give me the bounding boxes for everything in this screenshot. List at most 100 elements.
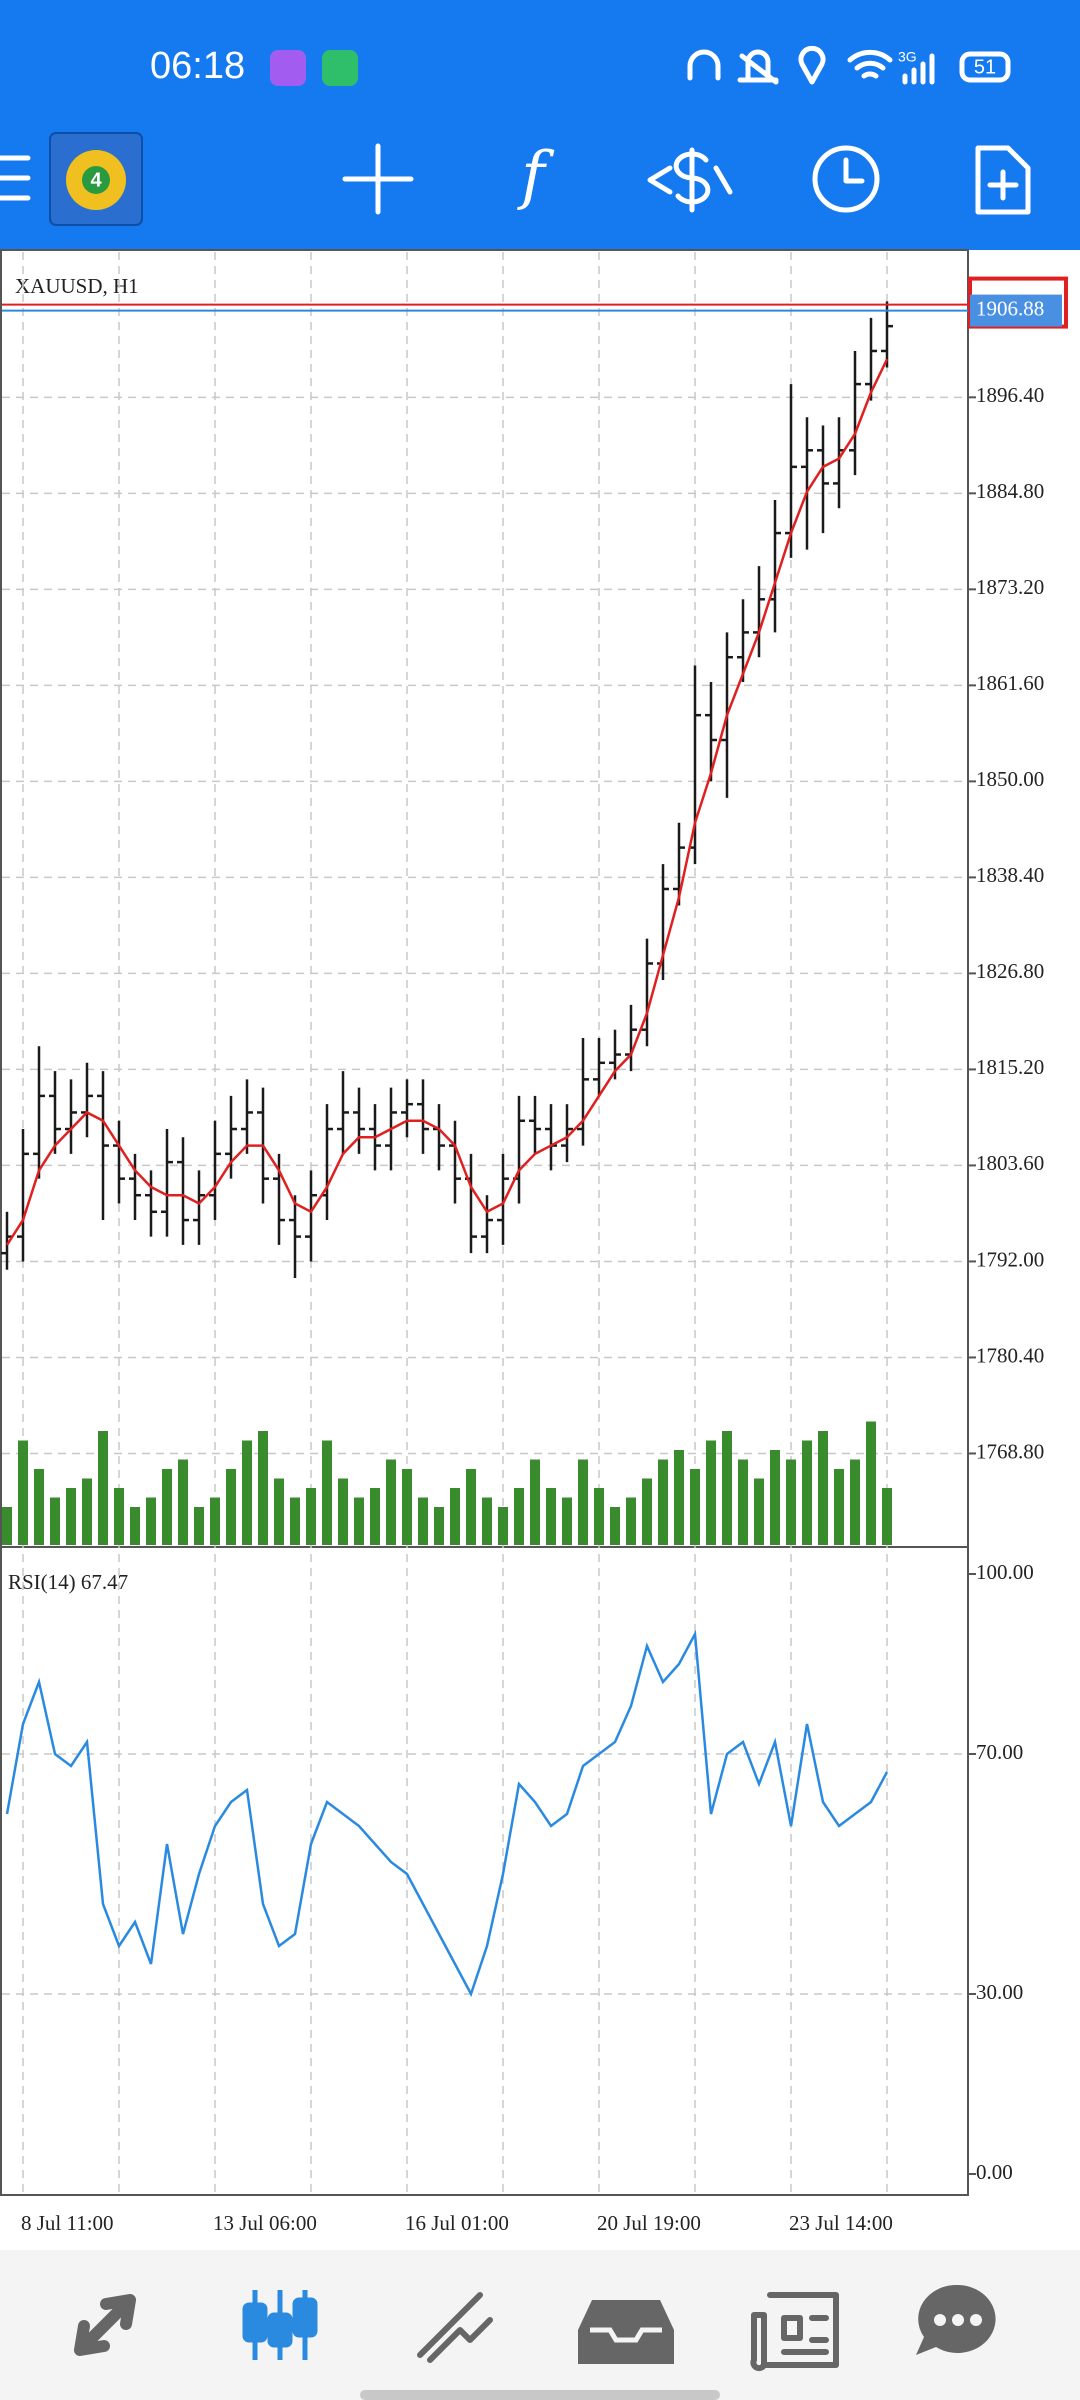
volume-bar (818, 1431, 828, 1545)
app-logo[interactable]: 4 (49, 132, 143, 226)
volume-bar (418, 1497, 428, 1545)
volume-bar (34, 1469, 44, 1545)
crosshair-button[interactable] (342, 143, 414, 215)
home-indicator (360, 2390, 720, 2400)
volume-bar (850, 1459, 860, 1545)
volume-bar (674, 1450, 684, 1545)
status-icons (687, 45, 1011, 85)
volume-bar (802, 1440, 812, 1545)
app-header (0, 0, 1080, 250)
moving-average (5, 358, 889, 1246)
volume-bar (754, 1478, 764, 1545)
volume-bar (98, 1431, 108, 1545)
price-box (970, 294, 1062, 327)
svg-text:4: 4 (90, 169, 102, 191)
status-app-icon (322, 50, 358, 86)
volume-bar (18, 1440, 28, 1545)
y-tick-label: 1780.40 (976, 1343, 1044, 1367)
volume-bar (450, 1488, 460, 1545)
menu-button[interactable] (0, 155, 31, 201)
y-tick-label: 1873.20 (976, 575, 1044, 599)
volume-bar (50, 1497, 60, 1545)
x-tick-label: 8 Jul 11:00 (21, 2211, 114, 2235)
status-network: 3G (898, 49, 917, 65)
volume-bar (66, 1488, 76, 1545)
y-tick-label: 1861.60 (976, 671, 1044, 695)
y-tick-label: 1838.40 (976, 863, 1044, 887)
rsi-line (5, 1629, 889, 1998)
y-tick-label: 70.00 (976, 1740, 1023, 1764)
trade-button[interactable] (647, 147, 733, 213)
y-tick-label: 100.00 (976, 1560, 1034, 1584)
volume-bar (322, 1440, 332, 1545)
volume-bar (498, 1507, 508, 1545)
current-price-label: 1906.88 (976, 296, 1044, 320)
chart-title: XAUUSD, H1 (15, 274, 139, 298)
volume-bar (626, 1497, 636, 1545)
volume-bar (834, 1469, 844, 1545)
y-tick-label: 1896.40 (976, 383, 1044, 407)
volume-bar (658, 1459, 668, 1545)
y-tick-label: 1884.80 (976, 479, 1044, 503)
volume-bar (402, 1469, 412, 1545)
volume-bar (338, 1478, 348, 1545)
volume-bar (290, 1497, 300, 1545)
x-tick-label: 16 Jul 01:00 (405, 2211, 509, 2235)
volume-bar (162, 1469, 172, 1545)
y-tick-label: 1826.80 (976, 959, 1044, 983)
volume-bar (434, 1507, 444, 1545)
volume-bar (258, 1431, 268, 1545)
bottom-nav (0, 2250, 1080, 2400)
y-tick-label: 1815.20 (976, 1055, 1044, 1079)
volume-bar (178, 1459, 188, 1545)
y-tick-label: 1803.60 (976, 1151, 1044, 1175)
volume-bar (226, 1469, 236, 1545)
volume-bar (386, 1459, 396, 1545)
nav-messages[interactable] (916, 2284, 996, 2355)
volume-bar (722, 1431, 732, 1545)
volume-bar (866, 1421, 876, 1545)
history-button[interactable] (812, 145, 880, 213)
x-tick-label: 13 Jul 06:00 (213, 2211, 317, 2235)
volume-bar (514, 1488, 524, 1545)
volume-bar (242, 1440, 252, 1545)
volume-bar (530, 1459, 540, 1545)
volume-bar (194, 1507, 204, 1545)
volume-bar (114, 1488, 124, 1545)
y-tick-label: 1792.00 (976, 1247, 1044, 1271)
new-order-button[interactable] (975, 145, 1031, 215)
status-time: 06:18 (150, 45, 245, 87)
volume-bar (370, 1488, 380, 1545)
nav-history[interactable] (578, 2300, 674, 2364)
volume-bar (354, 1497, 364, 1545)
volume-bar (210, 1497, 220, 1545)
volume-bar (706, 1440, 716, 1545)
volume-bar (146, 1497, 156, 1545)
volume-bar (690, 1469, 700, 1545)
volume-bar (578, 1459, 588, 1545)
volume-bar (82, 1478, 92, 1545)
nav-quotes[interactable] (74, 2294, 136, 2356)
y-tick-label: 0.00 (976, 2160, 1013, 2184)
y-tick-label: 1768.80 (976, 1439, 1044, 1463)
volume-bar (546, 1488, 556, 1545)
volume-bar (642, 1478, 652, 1545)
nav-chart[interactable] (242, 2290, 318, 2360)
volume-bar (482, 1497, 492, 1545)
volume-bar (274, 1478, 284, 1545)
nav-trade[interactable] (417, 2292, 493, 2363)
x-tick-label: 23 Jul 14:00 (789, 2211, 893, 2235)
volume-bar (466, 1469, 476, 1545)
volume-bar (770, 1450, 780, 1545)
status-battery: 51 (974, 56, 996, 78)
volume-bar (2, 1507, 12, 1545)
volume-bar (786, 1459, 796, 1545)
volume-bar (130, 1507, 140, 1545)
status-app-icon (270, 50, 306, 86)
y-tick-label: 1850.00 (976, 767, 1044, 791)
nav-news[interactable] (750, 2292, 839, 2372)
rsi-panel (0, 1546, 969, 2196)
rsi-title: RSI(14) 67.47 (8, 1570, 128, 1594)
volume-bar (882, 1488, 892, 1545)
